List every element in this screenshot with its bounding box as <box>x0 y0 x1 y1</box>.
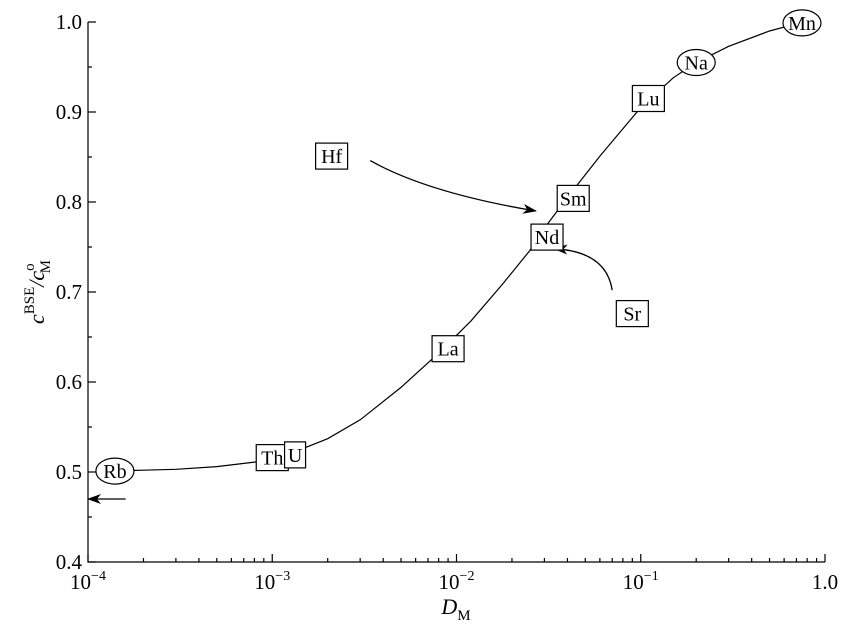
point-th: Th <box>255 444 289 472</box>
point-label: Nd <box>535 227 559 249</box>
y-tick-label: 0.4 <box>56 550 83 574</box>
series-line <box>108 21 808 472</box>
point-u: U <box>283 441 307 469</box>
point-sm: Sm <box>556 184 590 212</box>
x-tick-label: 10−2 <box>439 569 475 594</box>
y-tick-label: 0.9 <box>56 100 82 124</box>
point-label: La <box>438 339 459 361</box>
y-tick-label: 0.8 <box>56 190 82 214</box>
y-tick-label: 1.0 <box>56 10 82 34</box>
point-label: Mn <box>788 13 816 35</box>
point-rb: Rb <box>95 457 135 485</box>
point-la: La <box>431 335 465 363</box>
point-label: Th <box>261 448 283 470</box>
y-tick-label: 0.7 <box>56 280 82 304</box>
x-tick-label: 10−1 <box>623 569 659 594</box>
point-marker <box>782 9 822 37</box>
point-sr: Sr <box>615 300 649 328</box>
x-axis-title: DM <box>440 594 470 624</box>
point-na: Na <box>676 48 716 77</box>
point-label: Hf <box>321 146 342 168</box>
point-lu: Lu <box>631 84 665 113</box>
point-marker <box>95 457 135 485</box>
x-tick-label: 10−3 <box>254 569 290 594</box>
point-label: Na <box>685 53 708 75</box>
point-marker <box>283 441 307 469</box>
point-marker <box>615 300 649 328</box>
point-marker <box>255 444 289 472</box>
x-tick-label: 10−4 <box>70 569 106 594</box>
point-label: U <box>288 445 303 467</box>
point-marker <box>530 223 564 251</box>
point-nd: Nd <box>530 223 564 251</box>
point-marker <box>556 184 590 212</box>
y-tick-label: 0.5 <box>56 460 82 484</box>
point-label: Lu <box>637 89 659 111</box>
point-label: Sm <box>560 188 587 210</box>
point-marker <box>315 142 349 170</box>
curve-layer <box>108 21 808 472</box>
point-marker <box>676 48 716 77</box>
axes: 10−4 10−3 10−2 10−1 1.0 0.4 0.5 0.6 0.7 0.8 0.9 1.0 <box>56 10 838 594</box>
y-tick-label: 0.6 <box>56 370 82 394</box>
point-marker <box>431 335 465 363</box>
axis-frame <box>87 22 825 563</box>
point-label: Sr <box>623 304 641 326</box>
y-axis-title: cBSE/coM <box>22 260 54 324</box>
point-hf: Hf <box>315 142 349 170</box>
x-tick-label: 1.0 <box>812 570 838 594</box>
arrow-hf <box>369 160 537 214</box>
arrow-layer <box>87 160 613 504</box>
arrow-sr <box>553 244 613 291</box>
point-label: Rb <box>103 461 126 483</box>
point-mn: Mn <box>782 9 822 37</box>
point-marker <box>631 84 665 113</box>
